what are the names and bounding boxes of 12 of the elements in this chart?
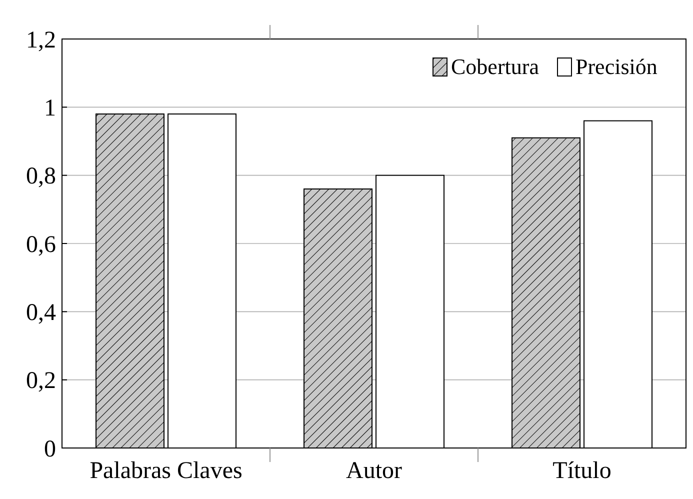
y-tick-label: 1,2 (26, 27, 56, 54)
x-tick-label: Autor (346, 458, 402, 484)
legend-label: Cobertura (451, 54, 540, 79)
y-tick-label: 0,4 (26, 300, 56, 326)
y-tick-label: 0 (44, 436, 56, 462)
x-tick-label: Palabras Claves (90, 458, 242, 484)
y-tick-label: 0,2 (26, 368, 56, 394)
y-tick-label: 0,6 (26, 232, 56, 258)
legend-label: Precisión (576, 54, 658, 79)
x-tick-label: Título (552, 458, 612, 484)
y-tick-label: 1 (44, 96, 56, 122)
y-tick-label: 0,8 (26, 164, 56, 190)
